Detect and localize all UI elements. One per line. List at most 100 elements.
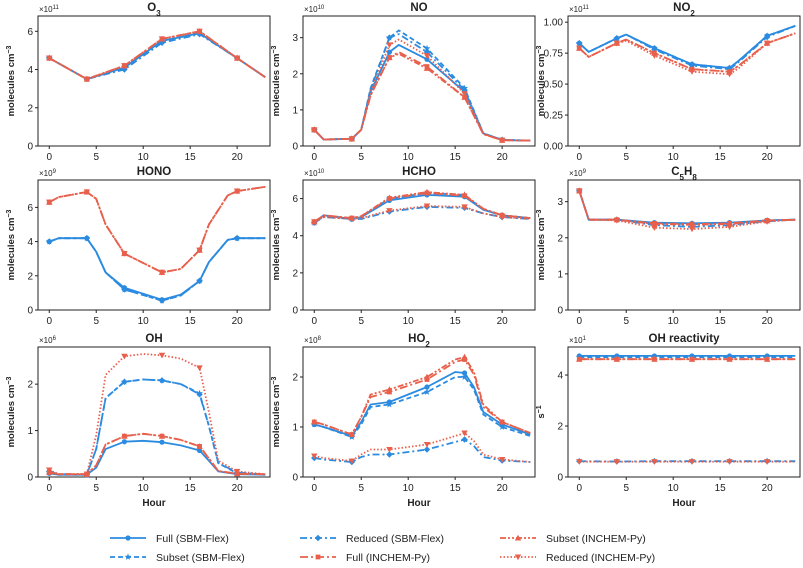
x-tick-label: 5 [358, 152, 364, 163]
axis-exponent: ×101 [569, 336, 587, 345]
data-point-reduced_inchem [498, 456, 506, 463]
y-label-unit-power: −3 [6, 376, 13, 384]
exponent-base: ×10 [304, 169, 318, 178]
y-tick-label: 6 [27, 203, 33, 214]
x-tick-label: 20 [232, 152, 244, 163]
title-subscript: 2 [425, 340, 430, 349]
legend-entry-full_sbm: Full (SBM-Flex) [110, 533, 229, 545]
data-point-reduced_inchem [688, 226, 696, 233]
title-main: HO [408, 333, 425, 345]
y-tick-label: 2 [292, 268, 298, 279]
x-tick-label: 5 [93, 152, 99, 163]
exponent-power: 6 [53, 336, 57, 342]
y-axis-label: molecules cm−3 [6, 376, 18, 447]
y-label-text: molecules cm [271, 218, 282, 281]
data-point-reduced_inchem [423, 203, 431, 210]
data-point-subset_sbm [498, 423, 506, 430]
subplot-title: C5H8 [671, 166, 697, 182]
y-axis-label: molecules cm−3 [271, 45, 283, 116]
exponent-base: ×10 [39, 336, 53, 345]
legend-entry-full_inchem: Full (INCHEM-Py) [300, 552, 430, 564]
title-main: O [147, 2, 156, 14]
y-tick-label: 2 [27, 271, 33, 282]
data-point-subset_inchem [461, 191, 468, 198]
x-tick-label: 15 [450, 152, 462, 163]
y-tick-label: 0 [557, 306, 563, 317]
data-point-reduced_inchem [121, 63, 128, 69]
data-point-reduced_inchem [461, 204, 468, 211]
y-tick-label: 0 [27, 306, 33, 317]
data-point-full_sbm [121, 439, 128, 445]
legend-label: Full (SBM-Flex) [156, 533, 229, 545]
data-point-reduced_inchem [83, 189, 91, 196]
plot-frame [37, 346, 271, 478]
x-tick-label: 20 [762, 483, 774, 494]
x-tick-label: 15 [715, 316, 727, 327]
title-main: NO [673, 2, 690, 14]
data-point-reduced_inchem [651, 459, 658, 465]
data-point-subset_inchem [423, 65, 431, 71]
x-tick-label: 20 [232, 483, 244, 494]
data-point-reduced_sbm [461, 436, 468, 443]
data-point-reduced_inchem [613, 459, 621, 465]
y-axis-label: molecules cm−3 [536, 45, 548, 116]
x-tick-label: 5 [93, 316, 99, 327]
y-label-unit-power: −3 [6, 209, 13, 217]
x-tick-label: 20 [232, 316, 244, 327]
series-markers-reduced_inchem [46, 352, 241, 478]
series-markers-subset_inchem [311, 353, 506, 438]
series-markers-reduced_inchem [576, 188, 771, 233]
data-point-subset_inchem [423, 188, 431, 195]
x-tick-label: 0 [576, 152, 582, 163]
y-tick-label: 0 [292, 306, 298, 317]
y-tick-label: 4 [27, 65, 33, 76]
data-point-reduced_inchem [311, 127, 318, 133]
data-point-reduced_sbm [386, 34, 393, 41]
y-label-text: molecules cm [6, 54, 17, 117]
plot-frame [567, 179, 801, 311]
exponent-base: ×10 [39, 5, 53, 14]
data-point-subset_inchem [688, 356, 696, 362]
data-point-reduced_inchem [233, 55, 241, 62]
y-tick-label: 1 [292, 423, 298, 434]
data-point-reduced_inchem [121, 353, 128, 360]
y-tick-label: 3 [292, 33, 298, 44]
data-point-reduced_inchem [423, 53, 431, 59]
x-axis-label: Hour [672, 498, 695, 509]
data-point-reduced_sbm [233, 234, 241, 242]
series-line-reduced_inchem [313, 205, 531, 223]
data-point-reduced_inchem [726, 224, 733, 231]
data-point-reduced_inchem [311, 219, 318, 225]
title-subscript-2: 8 [692, 173, 697, 182]
plot-frame [567, 15, 801, 147]
data-point-subset_inchem [688, 221, 696, 228]
exponent-base: ×10 [304, 5, 318, 14]
y-tick-label: 1 [557, 269, 563, 280]
y-label-unit-power: −3 [271, 45, 278, 53]
x-tick-label: 20 [497, 152, 509, 163]
data-point-reduced_inchem [348, 216, 356, 223]
series-markers-reduced_inchem [46, 28, 241, 83]
data-point-reduced_sbm [158, 297, 166, 304]
series-markers-reduced_inchem [311, 42, 506, 144]
x-tick-label: 5 [358, 316, 364, 327]
plot-frame [37, 15, 271, 147]
data-point-subset_inchem [763, 356, 771, 362]
data-point-reduced_inchem [386, 42, 393, 49]
data-point-reduced_inchem [763, 459, 771, 465]
data-point-full_sbm [461, 370, 468, 376]
data-point-reduced_inchem [613, 40, 621, 47]
x-tick-label: 0 [576, 483, 582, 494]
title-main: OH reactivity [649, 333, 721, 345]
x-tick-label: 0 [46, 152, 52, 163]
y-label-unit-power: −3 [271, 376, 278, 384]
data-point-reduced_inchem [498, 214, 506, 221]
legend-label: Full (INCHEM-Py) [346, 552, 430, 564]
x-tick-label: 5 [93, 483, 99, 494]
x-tick-label: 5 [358, 483, 364, 494]
legend-swatch-marker [514, 534, 522, 541]
y-tick-label: 1 [27, 426, 33, 437]
